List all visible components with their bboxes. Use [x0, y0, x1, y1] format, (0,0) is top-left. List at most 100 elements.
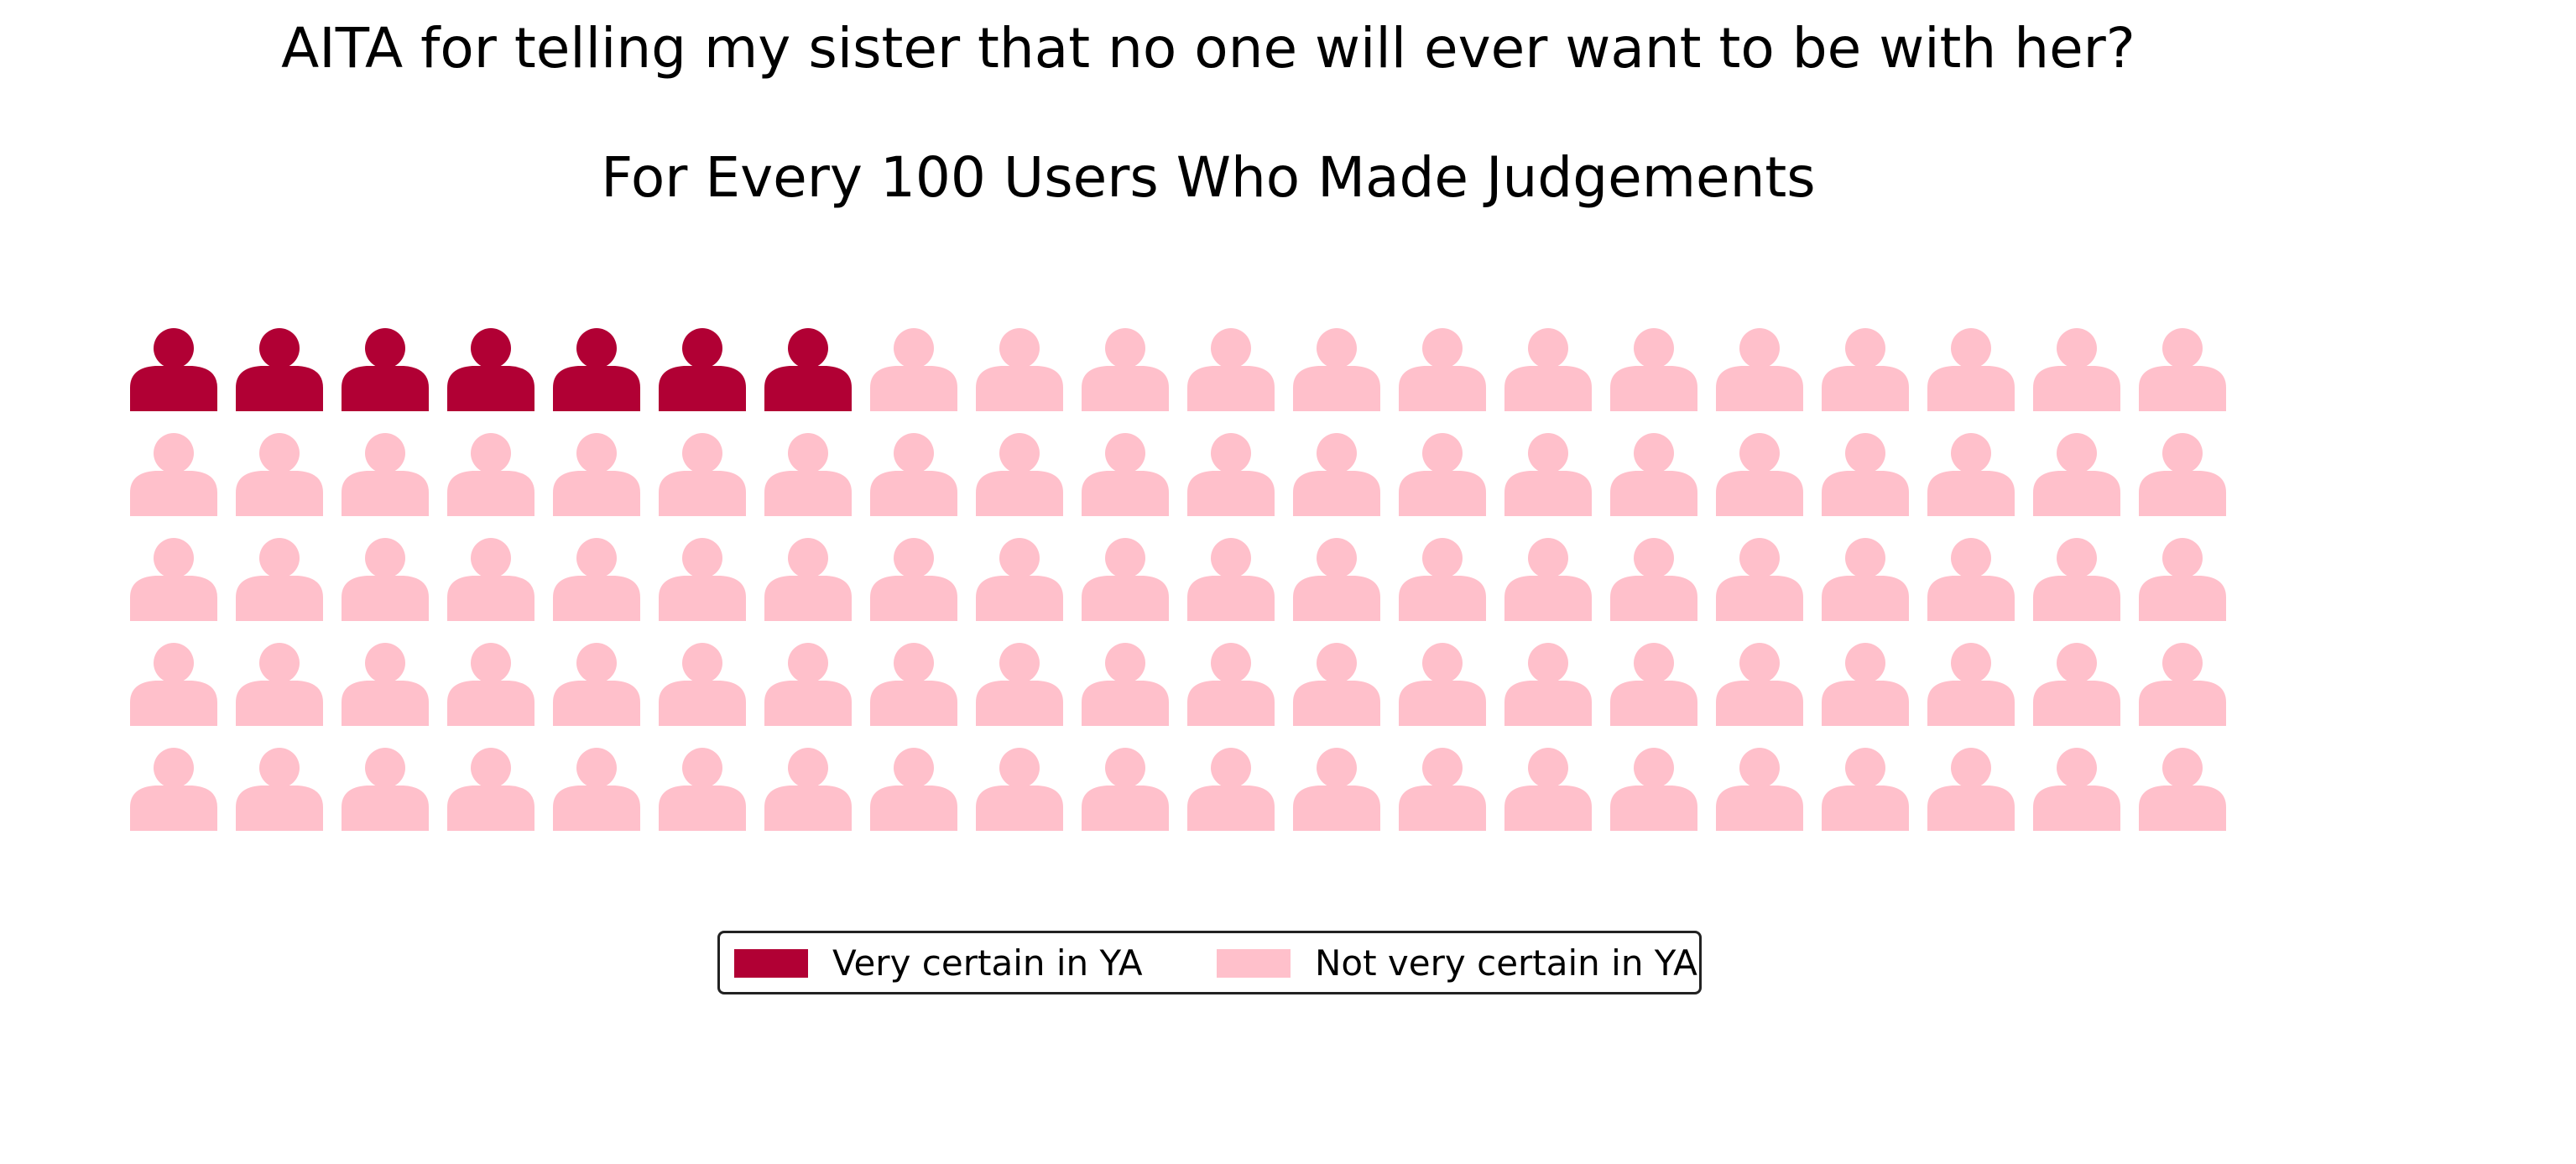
chart-title: AITA for telling my sister that no one w…	[281, 16, 2135, 81]
person-icon	[1927, 433, 2015, 516]
person-icon	[130, 748, 217, 831]
person-icon	[1822, 643, 1909, 726]
person-icon	[447, 328, 534, 411]
person-icon	[1610, 643, 1697, 726]
person-icon	[1927, 538, 2015, 621]
person-icon	[236, 643, 323, 726]
person-icon	[764, 643, 852, 726]
person-icon	[1822, 328, 1909, 411]
person-icon	[1187, 328, 1275, 411]
person-icon	[1187, 748, 1275, 831]
person-icon	[1082, 643, 1169, 726]
person-icon	[342, 643, 429, 726]
person-icon	[659, 433, 746, 516]
person-icon	[236, 538, 323, 621]
person-icon	[2033, 643, 2120, 726]
person-icon	[2033, 748, 2120, 831]
person-icon	[1293, 433, 1380, 516]
person-icon	[1082, 433, 1169, 516]
person-icon	[976, 328, 1063, 411]
legend-label-very-certain: Very certain in YA	[832, 942, 1143, 984]
person-icon	[1187, 538, 1275, 621]
person-icon	[659, 538, 746, 621]
person-icon	[2033, 433, 2120, 516]
person-icon	[1610, 538, 1697, 621]
person-icon	[870, 328, 957, 411]
person-icon	[553, 328, 640, 411]
person-icon	[342, 433, 429, 516]
person-icon	[764, 328, 852, 411]
person-icon	[870, 643, 957, 726]
person-icon	[1187, 433, 1275, 516]
person-icon	[870, 433, 957, 516]
person-icon	[130, 433, 217, 516]
person-icon	[659, 328, 746, 411]
person-icon	[1082, 748, 1169, 831]
person-icon	[2139, 748, 2226, 831]
person-icon	[447, 643, 534, 726]
person-icon	[342, 538, 429, 621]
person-icon	[870, 748, 957, 831]
person-icon	[1927, 748, 2015, 831]
person-icon	[764, 433, 852, 516]
person-icon	[1610, 433, 1697, 516]
person-icon	[1504, 328, 1592, 411]
person-icon	[1399, 538, 1486, 621]
person-icon	[236, 328, 323, 411]
person-icon	[1504, 538, 1592, 621]
person-icon	[553, 538, 640, 621]
chart-subtitle: For Every 100 Users Who Made Judgements	[601, 145, 1816, 210]
person-icon	[236, 433, 323, 516]
person-icon	[553, 433, 640, 516]
person-icon	[1822, 748, 1909, 831]
person-icon	[1504, 643, 1592, 726]
person-icon	[1399, 643, 1486, 726]
person-icon	[1399, 433, 1486, 516]
person-icon	[1927, 643, 2015, 726]
person-icon	[553, 748, 640, 831]
person-icon	[1927, 328, 2015, 411]
person-icon	[1716, 643, 1803, 726]
person-icon	[1610, 748, 1697, 831]
person-icon	[976, 643, 1063, 726]
chart-legend: Very certain in YA Not very certain in Y…	[717, 931, 1702, 994]
person-icon	[1187, 643, 1275, 726]
person-icon	[1293, 643, 1380, 726]
legend-swatch-not-very-certain	[1217, 949, 1291, 978]
person-icon	[1399, 748, 1486, 831]
legend-swatch-very-certain	[734, 949, 808, 978]
person-icon	[447, 538, 534, 621]
legend-label-not-very-certain: Not very certain in YA	[1315, 942, 1697, 984]
person-icon	[2139, 328, 2226, 411]
person-icon	[870, 538, 957, 621]
person-icon	[1822, 433, 1909, 516]
person-icon	[1716, 538, 1803, 621]
person-icon	[342, 748, 429, 831]
person-icon	[1716, 328, 1803, 411]
person-icon	[1716, 748, 1803, 831]
person-icon	[1082, 328, 1169, 411]
person-icon	[553, 643, 640, 726]
person-icon	[976, 538, 1063, 621]
person-icon	[1293, 748, 1380, 831]
person-icon	[1293, 538, 1380, 621]
person-icon	[976, 748, 1063, 831]
person-icon	[236, 748, 323, 831]
person-icon	[130, 538, 217, 621]
person-icon	[130, 328, 217, 411]
person-icon	[659, 643, 746, 726]
person-icon	[2033, 328, 2120, 411]
person-icon	[1082, 538, 1169, 621]
person-icon	[130, 643, 217, 726]
person-icon	[2139, 643, 2226, 726]
person-icon	[764, 538, 852, 621]
person-icon	[1504, 748, 1592, 831]
person-icon	[1716, 433, 1803, 516]
person-icon	[2033, 538, 2120, 621]
person-icon	[1504, 433, 1592, 516]
person-icon	[2139, 538, 2226, 621]
person-icon	[342, 328, 429, 411]
person-icon	[659, 748, 746, 831]
person-icon	[447, 433, 534, 516]
